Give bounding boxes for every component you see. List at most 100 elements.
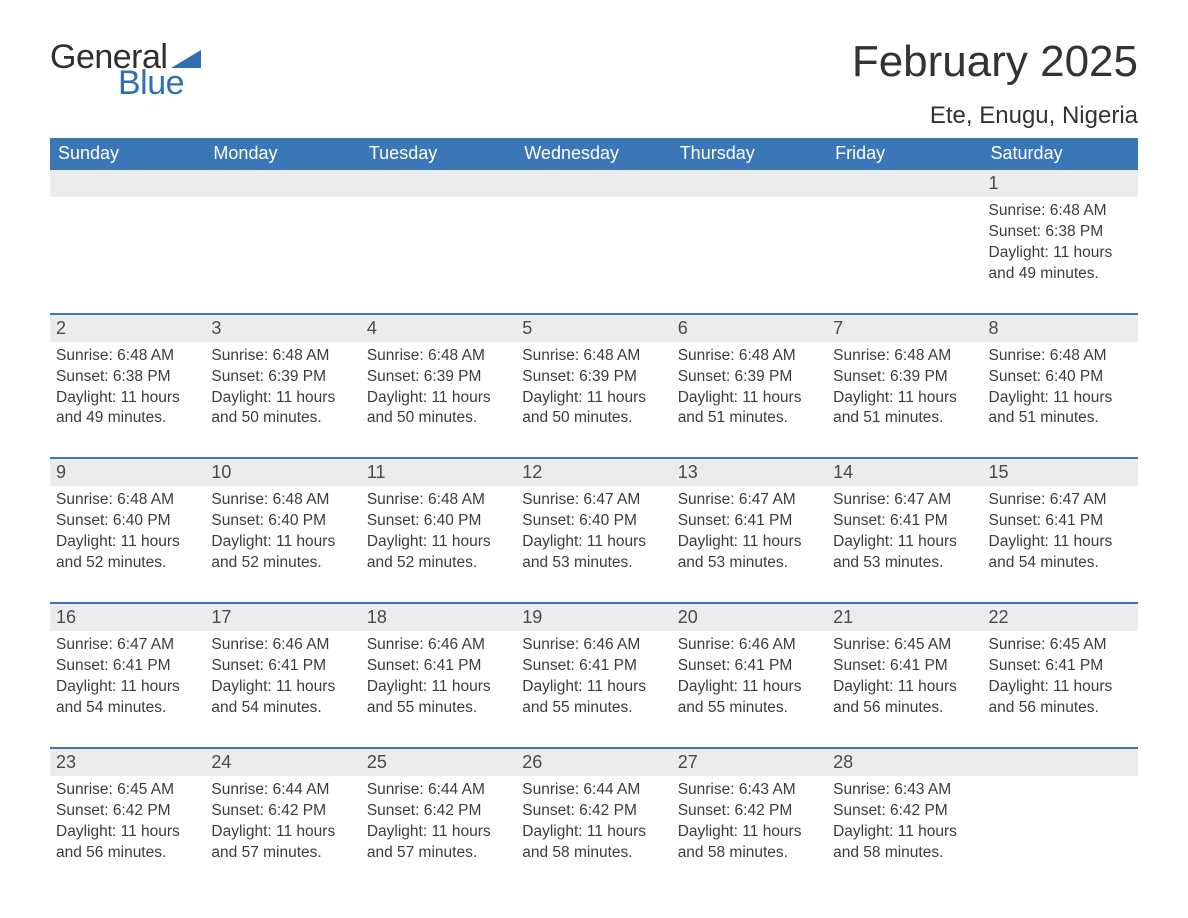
day-number: 21 (827, 604, 982, 631)
day-number: 24 (205, 749, 360, 776)
sunset-text: Sunset: 6:41 PM (989, 656, 1132, 677)
sunset-text: Sunset: 6:40 PM (367, 511, 510, 532)
calendar-day: 20Sunrise: 6:46 AMSunset: 6:41 PMDayligh… (672, 604, 827, 719)
day-number: 8 (983, 315, 1138, 342)
weekday-header: Tuesday (361, 138, 516, 170)
calendar-day: 19Sunrise: 6:46 AMSunset: 6:41 PMDayligh… (516, 604, 671, 719)
logo-text-blue: Blue (118, 66, 201, 100)
day-number (983, 749, 1138, 776)
sunrise-text: Sunrise: 6:44 AM (367, 780, 510, 801)
daylight-text: Daylight: 11 hours and 56 minutes. (56, 822, 199, 864)
calendar-week: 9Sunrise: 6:48 AMSunset: 6:40 PMDaylight… (50, 457, 1138, 574)
daylight-text: Daylight: 11 hours and 53 minutes. (678, 532, 821, 574)
sunrise-text: Sunrise: 6:48 AM (211, 490, 354, 511)
calendar-day: 26Sunrise: 6:44 AMSunset: 6:42 PMDayligh… (516, 749, 671, 864)
calendar-day: 17Sunrise: 6:46 AMSunset: 6:41 PMDayligh… (205, 604, 360, 719)
calendar-day: 21Sunrise: 6:45 AMSunset: 6:41 PMDayligh… (827, 604, 982, 719)
day-details: Sunrise: 6:47 AMSunset: 6:41 PMDaylight:… (672, 486, 827, 574)
sunset-text: Sunset: 6:41 PM (56, 656, 199, 677)
logo: General Blue (50, 40, 201, 100)
sunset-text: Sunset: 6:39 PM (678, 367, 821, 388)
calendar-week: 23Sunrise: 6:45 AMSunset: 6:42 PMDayligh… (50, 747, 1138, 864)
sunrise-text: Sunrise: 6:48 AM (56, 490, 199, 511)
day-details: Sunrise: 6:45 AMSunset: 6:41 PMDaylight:… (983, 631, 1138, 719)
sunrise-text: Sunrise: 6:47 AM (833, 490, 976, 511)
calendar-day (205, 170, 360, 285)
calendar-week: 2Sunrise: 6:48 AMSunset: 6:38 PMDaylight… (50, 313, 1138, 430)
sunrise-text: Sunrise: 6:46 AM (367, 635, 510, 656)
day-number: 13 (672, 459, 827, 486)
day-details: Sunrise: 6:44 AMSunset: 6:42 PMDaylight:… (205, 776, 360, 864)
day-number: 12 (516, 459, 671, 486)
sunset-text: Sunset: 6:41 PM (833, 511, 976, 532)
day-details: Sunrise: 6:48 AMSunset: 6:39 PMDaylight:… (361, 342, 516, 430)
page-header: General Blue February 2025 Ete, Enugu, N… (50, 40, 1138, 130)
day-number: 26 (516, 749, 671, 776)
daylight-text: Daylight: 11 hours and 54 minutes. (56, 677, 199, 719)
sunset-text: Sunset: 6:42 PM (211, 801, 354, 822)
sunrise-text: Sunrise: 6:43 AM (833, 780, 976, 801)
calendar-day (516, 170, 671, 285)
sunrise-text: Sunrise: 6:47 AM (989, 490, 1132, 511)
calendar-day: 4Sunrise: 6:48 AMSunset: 6:39 PMDaylight… (361, 315, 516, 430)
daylight-text: Daylight: 11 hours and 58 minutes. (678, 822, 821, 864)
calendar-day: 1Sunrise: 6:48 AMSunset: 6:38 PMDaylight… (983, 170, 1138, 285)
day-details: Sunrise: 6:48 AMSunset: 6:39 PMDaylight:… (205, 342, 360, 430)
day-details: Sunrise: 6:47 AMSunset: 6:41 PMDaylight:… (50, 631, 205, 719)
sunrise-text: Sunrise: 6:47 AM (678, 490, 821, 511)
calendar-day: 27Sunrise: 6:43 AMSunset: 6:42 PMDayligh… (672, 749, 827, 864)
sunrise-text: Sunrise: 6:46 AM (678, 635, 821, 656)
calendar: SundayMondayTuesdayWednesdayThursdayFrid… (50, 138, 1138, 863)
daylight-text: Daylight: 11 hours and 51 minutes. (833, 388, 976, 430)
sunrise-text: Sunrise: 6:45 AM (833, 635, 976, 656)
daylight-text: Daylight: 11 hours and 49 minutes. (56, 388, 199, 430)
weekday-header: Wednesday (516, 138, 671, 170)
day-details: Sunrise: 6:43 AMSunset: 6:42 PMDaylight:… (672, 776, 827, 864)
sunset-text: Sunset: 6:38 PM (56, 367, 199, 388)
sunrise-text: Sunrise: 6:46 AM (211, 635, 354, 656)
calendar-day: 2Sunrise: 6:48 AMSunset: 6:38 PMDaylight… (50, 315, 205, 430)
daylight-text: Daylight: 11 hours and 52 minutes. (367, 532, 510, 574)
daylight-text: Daylight: 11 hours and 54 minutes. (989, 532, 1132, 574)
calendar-day: 24Sunrise: 6:44 AMSunset: 6:42 PMDayligh… (205, 749, 360, 864)
sunset-text: Sunset: 6:39 PM (211, 367, 354, 388)
calendar-week: 16Sunrise: 6:47 AMSunset: 6:41 PMDayligh… (50, 602, 1138, 719)
calendar-day: 28Sunrise: 6:43 AMSunset: 6:42 PMDayligh… (827, 749, 982, 864)
sunset-text: Sunset: 6:42 PM (56, 801, 199, 822)
daylight-text: Daylight: 11 hours and 58 minutes. (522, 822, 665, 864)
day-details: Sunrise: 6:46 AMSunset: 6:41 PMDaylight:… (516, 631, 671, 719)
day-details: Sunrise: 6:45 AMSunset: 6:41 PMDaylight:… (827, 631, 982, 719)
day-details: Sunrise: 6:47 AMSunset: 6:40 PMDaylight:… (516, 486, 671, 574)
calendar-day: 5Sunrise: 6:48 AMSunset: 6:39 PMDaylight… (516, 315, 671, 430)
calendar-day (672, 170, 827, 285)
day-number: 25 (361, 749, 516, 776)
calendar-day: 3Sunrise: 6:48 AMSunset: 6:39 PMDaylight… (205, 315, 360, 430)
calendar-day: 18Sunrise: 6:46 AMSunset: 6:41 PMDayligh… (361, 604, 516, 719)
sunset-text: Sunset: 6:41 PM (678, 511, 821, 532)
sunrise-text: Sunrise: 6:48 AM (989, 201, 1132, 222)
sunrise-text: Sunrise: 6:44 AM (522, 780, 665, 801)
day-details: Sunrise: 6:48 AMSunset: 6:39 PMDaylight:… (827, 342, 982, 430)
day-details: Sunrise: 6:47 AMSunset: 6:41 PMDaylight:… (827, 486, 982, 574)
day-details: Sunrise: 6:46 AMSunset: 6:41 PMDaylight:… (672, 631, 827, 719)
sunrise-text: Sunrise: 6:48 AM (678, 346, 821, 367)
daylight-text: Daylight: 11 hours and 53 minutes. (833, 532, 976, 574)
daylight-text: Daylight: 11 hours and 51 minutes. (989, 388, 1132, 430)
sunset-text: Sunset: 6:40 PM (989, 367, 1132, 388)
daylight-text: Daylight: 11 hours and 55 minutes. (678, 677, 821, 719)
day-details: Sunrise: 6:44 AMSunset: 6:42 PMDaylight:… (516, 776, 671, 864)
day-number: 5 (516, 315, 671, 342)
calendar-day: 14Sunrise: 6:47 AMSunset: 6:41 PMDayligh… (827, 459, 982, 574)
day-details: Sunrise: 6:48 AMSunset: 6:38 PMDaylight:… (50, 342, 205, 430)
sunset-text: Sunset: 6:38 PM (989, 222, 1132, 243)
day-number: 22 (983, 604, 1138, 631)
weekday-header: Thursday (672, 138, 827, 170)
daylight-text: Daylight: 11 hours and 57 minutes. (211, 822, 354, 864)
day-details: Sunrise: 6:48 AMSunset: 6:40 PMDaylight:… (205, 486, 360, 574)
weekday-header: Friday (827, 138, 982, 170)
calendar-day (827, 170, 982, 285)
sunset-text: Sunset: 6:42 PM (367, 801, 510, 822)
calendar-day: 6Sunrise: 6:48 AMSunset: 6:39 PMDaylight… (672, 315, 827, 430)
day-number: 7 (827, 315, 982, 342)
calendar-day: 23Sunrise: 6:45 AMSunset: 6:42 PMDayligh… (50, 749, 205, 864)
